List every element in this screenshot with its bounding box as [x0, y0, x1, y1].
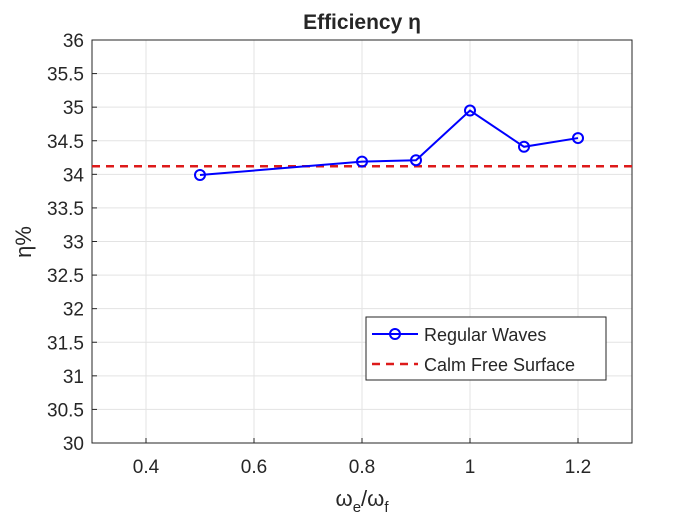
legend-label-calm-free-surface: Calm Free Surface [424, 355, 575, 375]
x-tick-label: 0.6 [241, 457, 267, 478]
x-tick-label: 0.8 [349, 457, 375, 478]
data-point-regular-waves [464, 104, 476, 117]
x-axis-label-sub-e: e [353, 499, 361, 516]
y-tick-label: 33.5 [47, 199, 84, 220]
series [92, 104, 632, 182]
legend-label-regular-waves: Regular Waves [424, 325, 546, 345]
x-tick-label: 1.2 [565, 457, 591, 478]
y-tick-label: 30.5 [47, 400, 84, 421]
data-point-regular-waves [518, 140, 530, 153]
y-tick-label: 36 [63, 31, 84, 52]
ticks: 30 30.5 31 31.5 32 32.5 33 33.5 34 34.5 35 35.5 36 0.… [47, 31, 591, 478]
x-axis-label-sep: /ω [361, 486, 384, 511]
x-axis-label-main: ω [336, 486, 353, 511]
y-tick-label: 35.5 [47, 65, 84, 86]
y-tick-label: 35 [63, 98, 84, 119]
y-axis-label: η% [11, 226, 36, 258]
y-tick-label: 31.5 [47, 333, 84, 354]
legend-marker-regular-waves [389, 328, 401, 340]
chart-title: Efficiency η [303, 11, 421, 34]
legend: Regular Waves Calm Free Surface [365, 316, 607, 381]
y-tick-label: 34.5 [47, 132, 84, 153]
x-axis-label: ωe/ωf [336, 486, 390, 516]
y-tick-label: 32 [63, 300, 84, 321]
series-line-regular-waves [199, 109, 579, 177]
x-axis-label-sub-f: f [384, 499, 389, 516]
data-point-regular-waves [572, 132, 584, 145]
y-tick-label: 34 [63, 165, 85, 186]
y-tick-label: 31 [63, 367, 84, 388]
legend-box [365, 316, 607, 381]
data-point-regular-waves [410, 154, 422, 167]
x-tick-label: 1 [465, 457, 476, 478]
data-point-regular-waves [356, 155, 368, 168]
y-tick-label: 30 [63, 434, 84, 455]
x-tick-label: 0.4 [133, 457, 160, 478]
y-tick-label: 33 [63, 233, 84, 254]
grid [92, 39, 632, 444]
data-point-regular-waves [194, 169, 206, 182]
y-tick-label: 32.5 [47, 266, 84, 287]
